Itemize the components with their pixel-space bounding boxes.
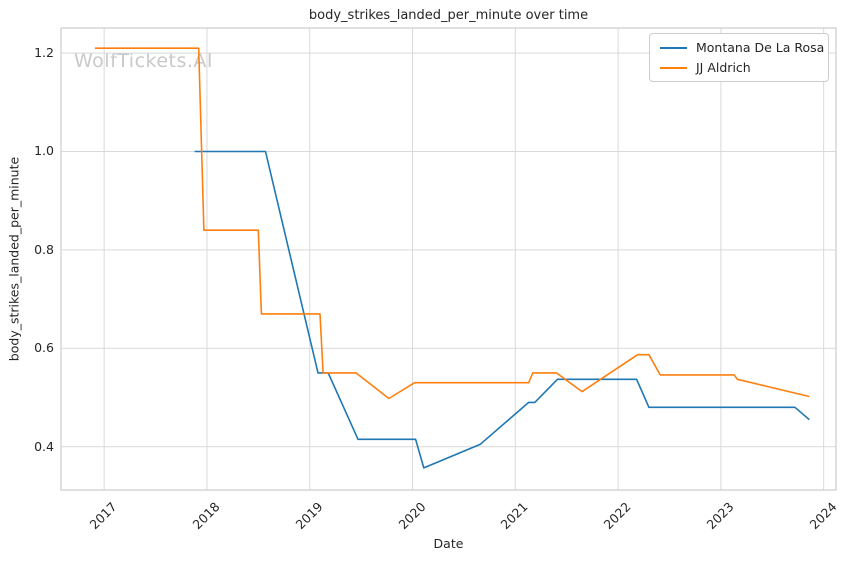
y-axis-label: body_strikes_landed_per_minute xyxy=(6,156,22,362)
legend-label: Montana De La Rosa xyxy=(696,40,825,55)
y-tick-label: 0.4 xyxy=(34,438,54,454)
y-tick-label: 0.8 xyxy=(34,241,54,257)
legend-entry: Montana De La Rosa xyxy=(660,40,824,55)
legend-line-sample xyxy=(660,66,687,69)
axes-spines xyxy=(60,27,837,491)
series-line-montana-de-la-rosa xyxy=(194,150,810,469)
y-tick-label: 0.6 xyxy=(34,340,54,356)
legend-entry: JJ Aldrich xyxy=(660,60,820,75)
watermark: WolfTickets.AI xyxy=(74,50,214,72)
series-line-jj-aldrich xyxy=(94,47,810,400)
legend-line-sample xyxy=(660,46,687,49)
legend-label: JJ Aldrich xyxy=(696,60,751,75)
legend: Montana De La Rosa JJ Aldrich xyxy=(649,33,829,82)
y-tick-label: 1.2 xyxy=(34,45,54,61)
chart-title: body_strikes_landed_per_minute over time xyxy=(308,8,589,23)
x-axis-label: Date xyxy=(433,536,464,551)
y-tick-label: 1.0 xyxy=(34,143,54,159)
